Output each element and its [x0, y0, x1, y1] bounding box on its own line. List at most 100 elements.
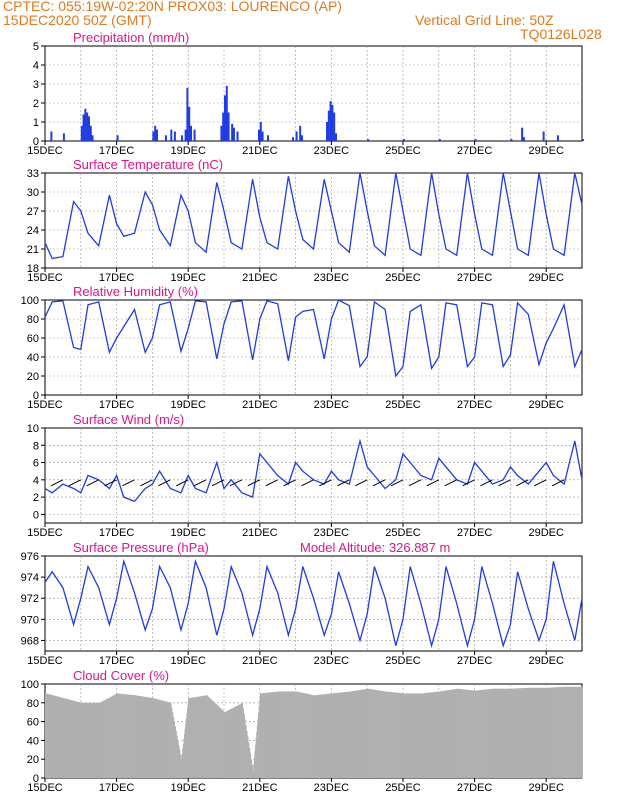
- cloud-bar: [323, 694, 326, 778]
- x-tick-label: 21DEC: [242, 272, 278, 284]
- precip-bar: [521, 127, 524, 141]
- cloud-bar: [76, 701, 79, 778]
- cloud-bar: [580, 686, 583, 778]
- cloud-bar: [502, 688, 505, 778]
- cloud-bar: [188, 698, 190, 778]
- y-tick-label: 27: [27, 206, 39, 218]
- x-tick-label: 21DEC: [242, 399, 278, 411]
- x-tick-label: 19DEC: [170, 399, 206, 411]
- cloud-bar: [306, 693, 308, 778]
- cloud-bar: [249, 753, 252, 778]
- cloud-bar: [309, 694, 311, 778]
- cloud-bar: [307, 694, 310, 778]
- cloud-bar: [104, 699, 107, 778]
- precip-bar: [152, 131, 155, 141]
- x-tick-label: 17DEC: [99, 145, 135, 157]
- cloud-bar: [235, 705, 238, 778]
- cloud-bar: [159, 700, 162, 778]
- cloud-bar: [294, 691, 296, 778]
- cloud-bar: [501, 688, 504, 778]
- cloud-bar: [256, 725, 258, 778]
- panel-title: Surface Temperature (nC): [73, 157, 223, 172]
- cloud-bar: [219, 707, 222, 778]
- cloud-bar: [499, 688, 502, 778]
- cloud-bar: [532, 687, 535, 778]
- cloud-bar: [544, 687, 547, 778]
- cloud-bar: [464, 689, 466, 778]
- cloud-bar: [317, 694, 320, 778]
- precip-bar: [266, 135, 269, 141]
- cloud-bar: [255, 744, 256, 778]
- cloud-bar: [567, 686, 569, 778]
- cloud-bar: [86, 702, 89, 778]
- cloud-bar: [376, 690, 378, 778]
- precip-bar: [224, 95, 226, 141]
- cloud-bar: [292, 691, 295, 778]
- cloud-bar: [570, 686, 572, 778]
- cloud-bar: [277, 691, 280, 778]
- x-tick-label: 17DEC: [99, 655, 135, 667]
- cloud-bar: [252, 770, 254, 778]
- cloud-bar: [364, 689, 367, 778]
- cloud-bar: [137, 695, 140, 778]
- cloud-bar: [91, 702, 94, 778]
- cloud-bar: [259, 693, 262, 778]
- cloud-bar: [505, 688, 508, 778]
- cloud-bar: [488, 689, 490, 778]
- cloud-bar: [403, 693, 405, 778]
- cloud-bar: [65, 698, 68, 778]
- cloud-bar: [238, 704, 241, 778]
- wind-arrow: [50, 479, 64, 487]
- x-tick-label: 29DEC: [528, 399, 564, 411]
- cloud-bar: [184, 733, 185, 778]
- cloud-bar: [178, 745, 180, 778]
- cloud-bar: [367, 688, 369, 778]
- cloud-bar: [540, 687, 543, 778]
- panel-title: Surface Wind (m/s): [73, 412, 184, 427]
- precip-bar: [326, 122, 329, 141]
- cloud-bar: [274, 691, 277, 778]
- cloud-bar: [185, 723, 187, 778]
- y-tick-label: 0: [33, 390, 39, 402]
- cloud-bar: [112, 695, 114, 778]
- precip-bar: [329, 101, 332, 141]
- cloud-bar: [165, 701, 168, 778]
- cloud-bar: [473, 690, 475, 778]
- wind-arrow: [372, 479, 386, 487]
- cloud-bar: [385, 691, 387, 778]
- cloud-bar: [184, 728, 186, 778]
- y-tick-label: 972: [21, 593, 39, 605]
- cloud-bar: [356, 690, 359, 778]
- cloud-bar: [341, 692, 344, 778]
- cloud-bar: [85, 702, 88, 778]
- cloud-bar: [172, 716, 175, 778]
- x-tick-label: 23DEC: [314, 655, 350, 667]
- cloud-bar: [525, 687, 528, 778]
- series-line: [44, 299, 583, 378]
- cloud-bar: [232, 707, 235, 778]
- cloud-bar: [496, 688, 499, 778]
- series-line: [44, 558, 583, 649]
- cloud-bar: [458, 688, 460, 778]
- cloud-bar: [397, 692, 399, 778]
- x-tick-label: 23DEC: [314, 145, 350, 157]
- wind-arrow: [354, 479, 368, 487]
- cloud-bar: [68, 699, 71, 778]
- cloud-bar: [529, 687, 532, 778]
- wind-arrow: [283, 479, 296, 487]
- y-tick-label: 24: [27, 225, 39, 237]
- cloud-bar: [187, 708, 188, 778]
- cloud-bar: [304, 693, 307, 778]
- cloud-bar: [555, 687, 557, 778]
- cloud-bar: [80, 702, 83, 778]
- cloud-bar: [201, 695, 204, 778]
- cloud-bar: [511, 688, 514, 778]
- cloud-bar: [474, 690, 477, 778]
- cloud-bar: [67, 699, 70, 778]
- cloud-bar: [265, 692, 268, 778]
- cloud-bar: [404, 693, 407, 778]
- cloud-bar: [368, 688, 371, 778]
- wind-arrow: [86, 479, 99, 487]
- precip-bar: [331, 104, 334, 141]
- precip-bar: [474, 139, 477, 141]
